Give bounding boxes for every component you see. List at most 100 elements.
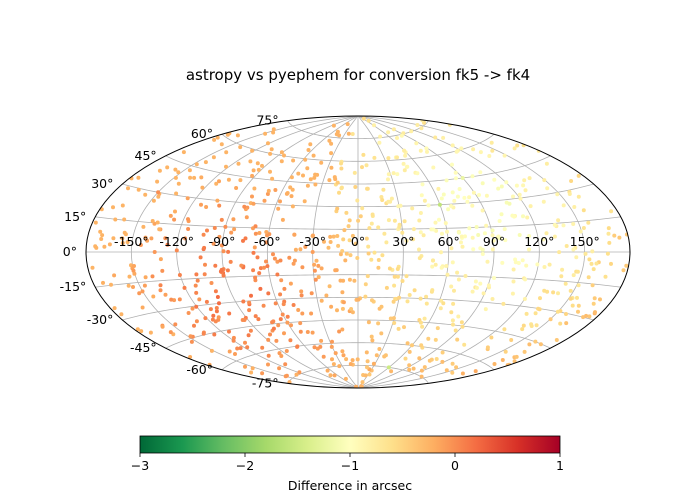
data-point [449, 246, 454, 251]
data-point [309, 311, 314, 316]
data-point [576, 283, 581, 288]
data-point [396, 326, 401, 331]
data-point [544, 231, 549, 236]
data-point [370, 298, 374, 303]
data-point [149, 236, 154, 241]
data-point [392, 274, 397, 279]
data-point [560, 267, 565, 272]
data-point [234, 186, 239, 190]
data-point [590, 283, 595, 288]
data-point [347, 277, 352, 282]
data-point [327, 178, 332, 183]
data-point [126, 186, 130, 191]
data-point [205, 228, 209, 233]
colorbar-tick-label: −1 [341, 458, 359, 473]
data-point [172, 217, 177, 222]
data-point [350, 310, 355, 315]
data-point [371, 361, 376, 366]
data-point [455, 270, 460, 275]
data-point [422, 198, 427, 203]
data-point [478, 150, 483, 155]
data-point [369, 257, 374, 262]
data-point [380, 253, 385, 258]
data-point [453, 328, 458, 333]
data-point [194, 272, 199, 277]
data-point [111, 236, 116, 241]
data-point [514, 354, 519, 359]
data-point [522, 178, 527, 183]
data-point [262, 265, 266, 270]
data-point [346, 224, 351, 229]
data-point [485, 259, 490, 264]
data-point [402, 219, 407, 224]
data-point [410, 206, 415, 211]
data-point [271, 130, 276, 135]
data-point [405, 341, 410, 346]
data-point [266, 291, 271, 296]
data-point [583, 251, 588, 256]
data-point [484, 193, 489, 198]
data-point [386, 156, 391, 161]
data-point [417, 256, 422, 261]
data-point [454, 365, 459, 370]
data-point [123, 232, 128, 237]
data-point [329, 304, 334, 309]
data-point [405, 299, 410, 304]
data-point [243, 364, 247, 369]
data-point [336, 243, 341, 248]
data-point [361, 116, 366, 121]
data-point [268, 169, 272, 174]
data-point [219, 217, 224, 222]
data-point [138, 243, 143, 247]
data-point [518, 196, 523, 201]
data-point [405, 164, 410, 169]
data-point [397, 295, 402, 300]
data-point [431, 258, 435, 263]
data-point [264, 240, 269, 245]
data-point [119, 312, 124, 317]
data-point [101, 280, 105, 285]
data-point [499, 184, 504, 189]
data-point [278, 199, 282, 204]
data-point [253, 224, 258, 229]
data-point [203, 160, 208, 165]
data-point [271, 252, 275, 257]
data-point [262, 198, 267, 203]
data-point [288, 338, 293, 343]
data-point [331, 362, 336, 367]
x-tick-label: 0° [351, 234, 365, 249]
data-point [537, 307, 542, 312]
data-point [359, 384, 364, 388]
data-point [478, 170, 483, 175]
y-tick-label: 45° [135, 148, 157, 163]
data-point [345, 122, 350, 127]
data-point [329, 344, 334, 349]
data-point [364, 350, 369, 355]
data-point [157, 168, 162, 173]
data-point [353, 185, 358, 189]
data-point [515, 143, 520, 148]
data-point [480, 181, 485, 186]
data-point [360, 165, 364, 170]
data-point [248, 159, 253, 164]
data-point [249, 293, 253, 298]
data-point [316, 275, 321, 280]
data-points [90, 116, 629, 388]
data-point [264, 230, 269, 234]
data-point [112, 273, 117, 278]
y-tick-label: 60° [191, 126, 213, 141]
data-point [450, 190, 455, 195]
data-point [258, 286, 263, 291]
data-point [581, 208, 586, 213]
data-point [290, 187, 295, 192]
data-point [527, 176, 532, 181]
data-point [255, 161, 260, 166]
parallel-line [165, 319, 551, 349]
data-point [379, 304, 384, 309]
data-point [451, 322, 455, 327]
data-point [504, 180, 509, 185]
data-point [235, 133, 240, 138]
data-point [453, 170, 458, 175]
data-point [187, 168, 192, 173]
